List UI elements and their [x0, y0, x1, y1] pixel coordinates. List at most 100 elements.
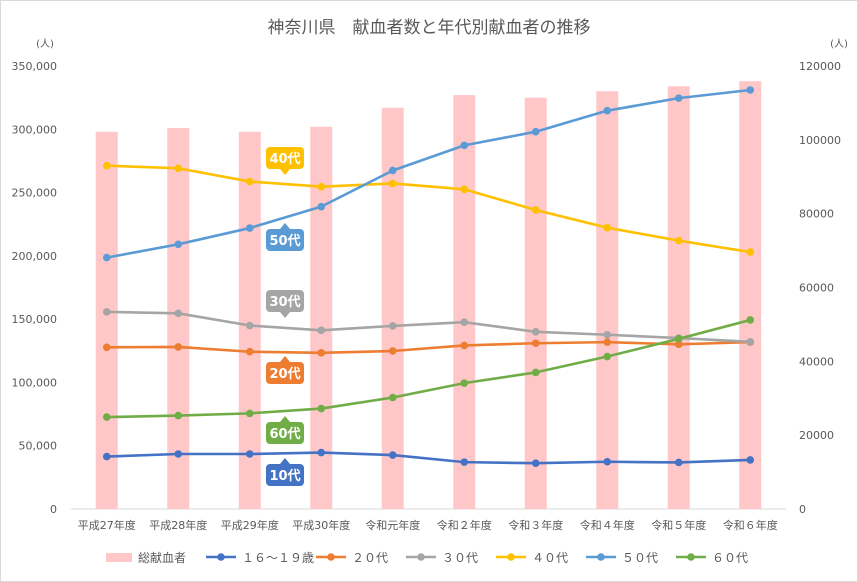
data-point	[102, 452, 111, 461]
callout-label: 40代	[266, 147, 304, 175]
legend: 総献血者 １６～１９歳 ２０代 ３０代 ４０代 ５０代 ６０代	[106, 550, 748, 565]
data-point	[317, 349, 326, 357]
data-point	[460, 141, 469, 150]
series-line	[106, 318, 751, 419]
legend-label: ６０代	[712, 551, 748, 565]
series-line	[106, 340, 751, 355]
legend-label: ３０代	[442, 551, 478, 565]
data-point	[388, 179, 397, 188]
data-point	[388, 322, 397, 330]
data-point	[388, 393, 397, 402]
data-point	[174, 164, 183, 173]
line-series	[102, 316, 755, 421]
series-line	[106, 164, 751, 254]
data-point	[531, 127, 540, 136]
legend-swatch	[106, 553, 132, 562]
bar	[167, 128, 190, 509]
x-tick-label: 令和元年度	[365, 518, 420, 532]
y-right-tick-label: 0	[799, 503, 806, 516]
data-point	[531, 206, 540, 214]
data-point	[245, 177, 254, 186]
data-point	[174, 450, 183, 458]
data-point	[603, 330, 612, 339]
callout-tail	[280, 356, 290, 362]
series-line	[106, 88, 751, 259]
callout-text: 40代	[269, 151, 300, 167]
y-right-tick-label: 20000	[799, 429, 834, 442]
y-left-tick-label: 50,000	[19, 440, 58, 453]
data-point	[317, 326, 326, 335]
data-point	[531, 328, 540, 336]
legend-marker	[217, 553, 225, 561]
callout-box	[266, 464, 304, 486]
callout-tail	[280, 416, 290, 422]
callout-tail	[280, 169, 290, 175]
bar	[310, 126, 333, 510]
y-right-unit: (人)	[830, 38, 848, 50]
data-point	[102, 413, 111, 421]
data-point	[531, 459, 540, 468]
legend-item: ２０代	[316, 551, 388, 565]
legend-label: ５０代	[622, 551, 658, 565]
data-point	[603, 223, 612, 232]
callout-box	[266, 229, 304, 251]
x-tick-label: 令和６年度	[723, 518, 778, 532]
y-right-tick-label: 60000	[799, 282, 834, 295]
line-series	[102, 161, 755, 256]
data-point	[317, 202, 326, 211]
legend-item: ６０代	[676, 551, 748, 565]
bar	[524, 97, 547, 510]
data-point	[674, 340, 683, 349]
data-point	[531, 339, 540, 348]
x-tick-label: 平成30年度	[292, 518, 350, 532]
x-tick-label: 令和５年度	[651, 518, 706, 532]
bar-series-total-donors	[95, 81, 762, 510]
legend-item: １６～１９歳	[206, 551, 314, 565]
callout-box	[266, 422, 304, 444]
data-point	[317, 448, 326, 457]
legend-item: ４０代	[496, 551, 568, 565]
x-tick-label: 平成27年度	[78, 518, 136, 532]
data-point	[102, 161, 111, 170]
data-point	[245, 321, 254, 330]
callout-label: 50代	[266, 223, 304, 251]
legend-marker	[687, 553, 695, 561]
data-point	[460, 458, 469, 466]
data-point	[460, 379, 469, 387]
callout-box	[266, 147, 304, 169]
bar	[95, 131, 118, 509]
x-tick-label: 令和３年度	[508, 518, 563, 532]
callout-label: 60代	[266, 416, 304, 444]
y-left-tick-label: 150,000	[12, 313, 58, 326]
line-series-group	[102, 86, 755, 468]
data-point	[460, 318, 469, 327]
data-point	[174, 411, 183, 420]
legend-label: 総献血者	[138, 550, 186, 565]
callout-tail	[280, 458, 290, 464]
x-tick-label: 平成28年度	[149, 518, 207, 532]
callout-label: 30代	[266, 290, 304, 318]
x-tick-label: 令和２年度	[437, 518, 492, 532]
data-point	[102, 253, 111, 262]
bar	[667, 86, 690, 509]
data-point	[674, 335, 683, 343]
data-point	[388, 166, 397, 175]
data-point	[174, 240, 183, 249]
callout-label: 10代	[266, 458, 304, 486]
y-right-tick-label: 120000	[799, 60, 841, 73]
legend-label: １６～１９歳	[242, 551, 314, 565]
line-series	[102, 448, 755, 468]
y-left-unit: (人)	[36, 38, 54, 50]
data-point	[531, 368, 540, 377]
axes: 0 50,000 100,000 150,000 200,000 250,000 300,0…	[12, 60, 842, 532]
callout-tail	[280, 223, 290, 229]
data-point	[603, 457, 612, 466]
y-left-tick-label: 100,000	[12, 376, 58, 389]
data-point	[603, 352, 612, 361]
callout-box	[266, 362, 304, 384]
data-point	[388, 347, 397, 355]
y-right-tick-label: 80000	[799, 208, 834, 221]
callout-text: 50代	[269, 233, 300, 249]
